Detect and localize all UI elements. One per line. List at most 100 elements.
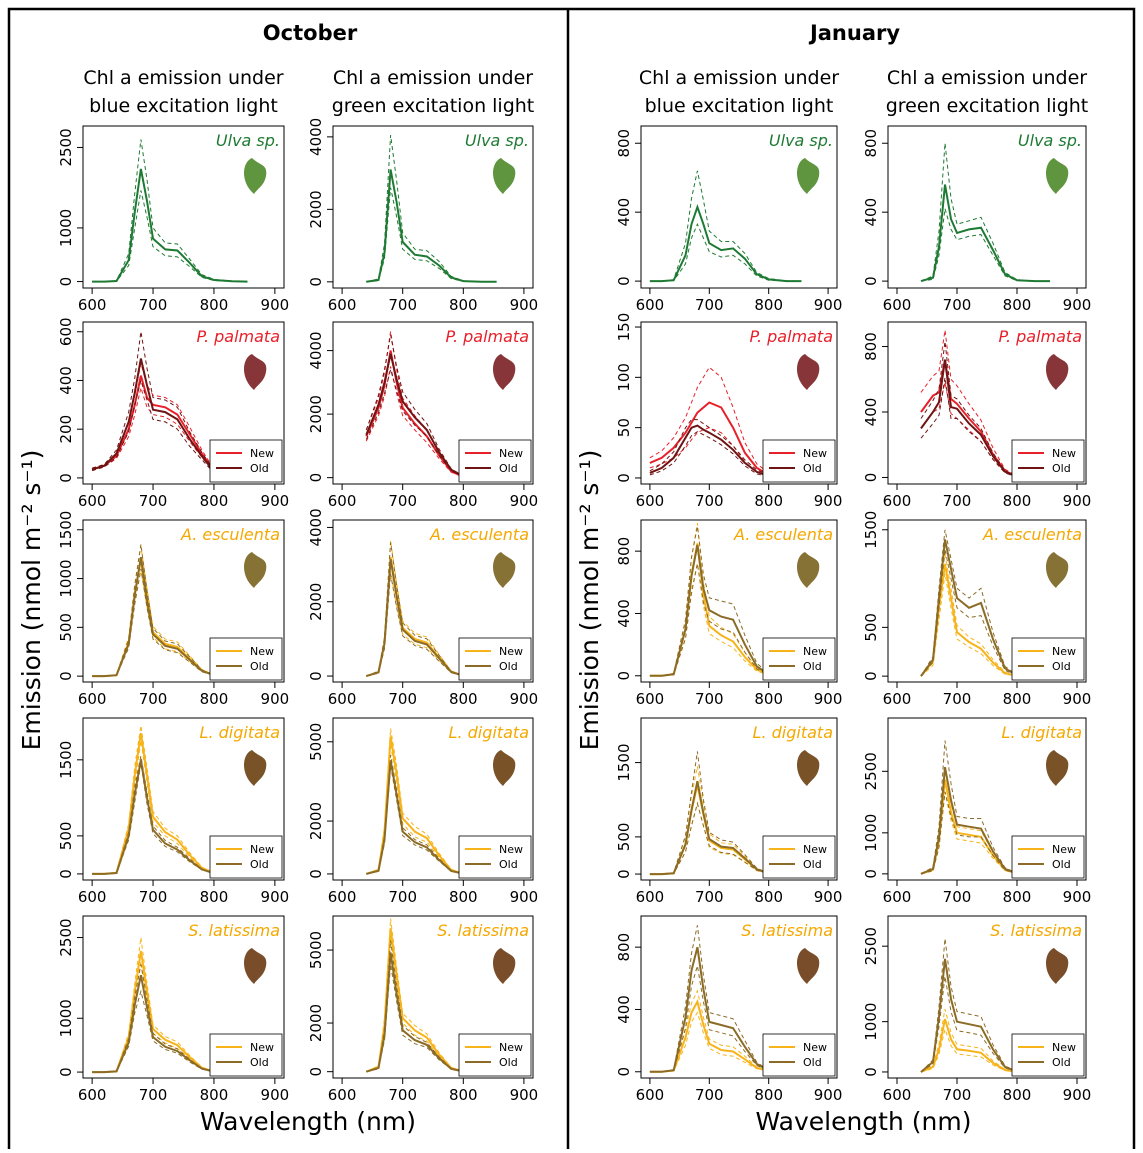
legend-label: Old <box>499 1056 518 1069</box>
y-tick-label: 1000 <box>57 559 75 597</box>
species-label: A. esculenta <box>429 525 529 544</box>
legend-box <box>209 439 283 483</box>
seaweed-icon <box>797 158 820 194</box>
column-title: Chl a emission under <box>83 67 283 89</box>
x-tick-label: 800 <box>754 1086 783 1104</box>
x-tick-label: 800 <box>1003 888 1032 906</box>
x-tick-label: 700 <box>695 888 724 906</box>
legend-box <box>1011 439 1085 483</box>
x-tick-label: 900 <box>261 888 290 906</box>
y-tick-label: 2000 <box>307 583 325 621</box>
x-tick-label: 900 <box>1063 888 1092 906</box>
x-tick-label: 600 <box>883 888 912 906</box>
legend-box <box>458 835 532 879</box>
data-line <box>920 184 1050 283</box>
plot-frame <box>82 915 285 1079</box>
panel: 600 700 800 900 0 400 800 S. latissima New Old <box>615 915 842 1104</box>
legend-label: New <box>1052 645 1076 658</box>
panel: 600 700 800 900 0 400 800 Ulva sp. <box>862 125 1092 314</box>
species-label: L. digitata <box>753 723 833 742</box>
band-line <box>92 570 215 677</box>
y-tick-label: 1500 <box>57 741 75 779</box>
data-line <box>366 558 464 678</box>
x-tick-label: 600 <box>78 690 107 708</box>
band-line <box>649 523 769 677</box>
band-line <box>92 190 248 283</box>
band-line <box>365 334 464 477</box>
panel: 600 700 800 900 0 1000 2500 S. latissima New Old <box>862 915 1091 1104</box>
plot-frame <box>82 321 285 485</box>
legend-box <box>209 637 283 681</box>
y-tick-label: 600 <box>57 317 75 346</box>
species-label: L. digitata <box>449 723 529 742</box>
band-line <box>649 925 769 1073</box>
species-label: P. palmata <box>750 327 834 346</box>
panel: 600 700 800 900 0 2000 4000 P. palmata New Old <box>307 321 539 510</box>
legend-label: Old <box>499 660 518 673</box>
x-tick-label: 700 <box>943 690 972 708</box>
band-line <box>649 526 770 677</box>
y-tick-label: 0 <box>862 473 880 483</box>
x-tick-label: 700 <box>139 888 168 906</box>
y-tick-label: 200 <box>57 415 75 444</box>
data-line <box>920 958 1018 1073</box>
y-tick-label: 1000 <box>862 1003 880 1041</box>
legend-label: New <box>250 843 274 856</box>
x-tick-label: 900 <box>1063 296 1092 314</box>
column-title: Chl a emission under <box>639 67 839 89</box>
legend-label: Old <box>1052 462 1071 475</box>
x-tick-label: 900 <box>814 888 843 906</box>
y-tick-label: 0 <box>615 276 633 286</box>
legend-box <box>762 637 836 681</box>
band-line <box>649 989 769 1073</box>
legend-label: Old <box>499 858 518 871</box>
y-tick-label: 500 <box>57 822 75 851</box>
data-line <box>92 759 215 875</box>
panel: 600 700 800 900 0 2000 4000 A. esculenta New Old <box>307 508 538 708</box>
data-line <box>920 539 1018 677</box>
y-tick-label: 2000 <box>307 395 325 433</box>
y-tick-label: 800 <box>615 537 633 566</box>
legend-label: New <box>499 645 523 658</box>
x-tick-label: 700 <box>943 296 972 314</box>
y-tick-label: 0 <box>307 277 325 287</box>
y-tick-label: 0 <box>615 869 633 879</box>
y-tick-label: 2500 <box>862 927 880 965</box>
x-tick-label: 900 <box>510 1086 539 1104</box>
y-tick-label: 800 <box>862 129 880 158</box>
x-tick-label: 800 <box>200 888 229 906</box>
panel: 600 700 800 900 0 1000 2500 S. latissima New Old <box>57 915 289 1104</box>
band-line <box>92 989 215 1073</box>
x-tick-label: 700 <box>943 492 972 510</box>
x-tick-label: 900 <box>510 492 539 510</box>
x-tick-label: 700 <box>388 492 417 510</box>
seaweed-icon <box>1046 158 1069 194</box>
legend-label: New <box>1052 1041 1076 1054</box>
species-label: Ulva sp. <box>769 131 833 150</box>
y-tick-label: 2000 <box>307 190 325 228</box>
x-tick-label: 600 <box>328 1086 357 1104</box>
y-tick-label: 400 <box>615 599 633 628</box>
panel: 600 700 800 900 0 400 800 A. esculenta New Old <box>615 519 842 708</box>
y-tick-label: 5000 <box>307 931 325 969</box>
x-tick-label: 600 <box>328 690 357 708</box>
seaweed-icon <box>1046 750 1069 786</box>
legend-label: New <box>1052 447 1076 460</box>
column-title: green excitation light <box>332 95 535 117</box>
x-tick-label: 600 <box>78 492 107 510</box>
band-line <box>92 763 215 875</box>
panel: 600 700 800 900 0 50 100 150 P. palmata New Old <box>615 313 842 510</box>
seaweed-icon <box>244 158 267 194</box>
band-line <box>649 222 802 282</box>
legend-label: Old <box>1052 858 1071 871</box>
band-line <box>649 366 770 474</box>
legend-label: New <box>499 843 523 856</box>
species-label: P. palmata <box>197 327 281 346</box>
seaweed-icon <box>493 158 516 194</box>
band-line <box>92 725 215 875</box>
x-tick-label: 800 <box>200 296 229 314</box>
x-tick-label: 600 <box>328 296 357 314</box>
y-tick-label: 2500 <box>57 128 75 166</box>
data-line <box>649 401 770 476</box>
seaweed-icon <box>244 354 267 390</box>
